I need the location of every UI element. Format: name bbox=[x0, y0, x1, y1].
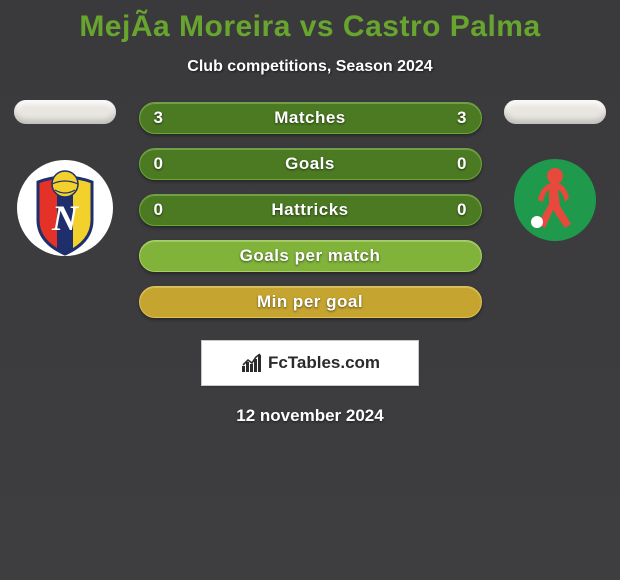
right-player-block bbox=[495, 100, 615, 258]
stat-row: 0Hattricks0 bbox=[139, 194, 482, 226]
date-text: 12 november 2024 bbox=[0, 406, 620, 426]
right-name-pill bbox=[504, 100, 606, 124]
stat-row: 0Goals0 bbox=[139, 148, 482, 180]
stat-label: Min per goal bbox=[140, 292, 481, 312]
bars-icon bbox=[240, 352, 266, 374]
branding-text: FcTables.com bbox=[268, 353, 380, 373]
stat-label: Matches bbox=[140, 108, 481, 128]
left-team-badge: N bbox=[15, 158, 115, 258]
comparison-body: N 3Matches3 0Goals0 0Hattricks0 Goals per m… bbox=[0, 102, 620, 426]
comparison-title: MejÃ­a Moreira vs Castro Palma bbox=[0, 0, 620, 44]
stat-label: Goals bbox=[140, 154, 481, 174]
badge-letter: N bbox=[51, 198, 80, 238]
stat-row: Min per goal bbox=[139, 286, 482, 318]
right-badge-svg bbox=[505, 158, 605, 258]
left-badge-svg: N bbox=[15, 158, 115, 258]
left-player-block: N bbox=[5, 100, 125, 258]
stats-column: 3Matches3 0Goals0 0Hattricks0 Goals per mat… bbox=[139, 102, 482, 318]
season-subtitle: Club competitions, Season 2024 bbox=[0, 58, 620, 76]
left-name-pill bbox=[14, 100, 116, 124]
stat-label: Hattricks bbox=[140, 200, 481, 220]
branding-box: FcTables.com bbox=[201, 340, 419, 386]
stat-row: Goals per match bbox=[139, 240, 482, 272]
stat-label: Goals per match bbox=[140, 246, 481, 266]
badge-ball bbox=[531, 216, 543, 228]
infographic-root: MejÃ­a Moreira vs Castro Palma Club comp… bbox=[0, 0, 620, 580]
stat-row: 3Matches3 bbox=[139, 102, 482, 134]
right-team-badge bbox=[505, 158, 605, 258]
